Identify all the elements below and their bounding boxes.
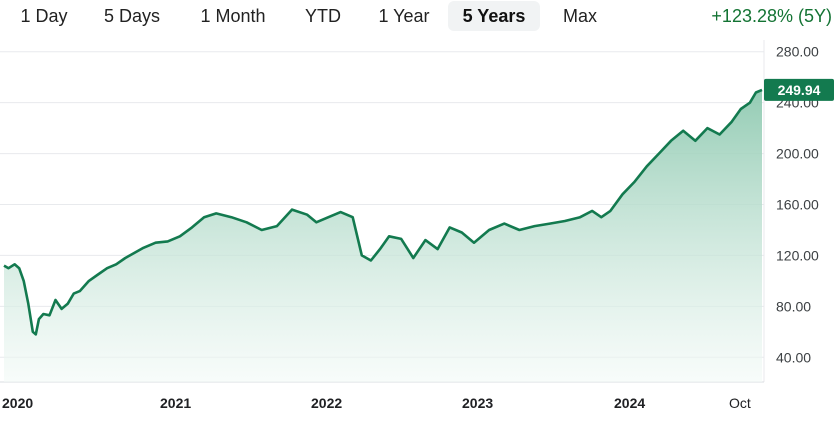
x-tick-label: 2024	[614, 395, 645, 411]
area-fill-path	[4, 89, 762, 383]
price-chart[interactable]: 40.0080.00120.00160.00200.00240.00280.00…	[0, 32, 838, 426]
y-tick-label: 280.00	[776, 44, 819, 60]
percent-change: +123.28% (5Y)	[711, 6, 832, 26]
range-tabbar: 1 Day 5 Days 1 Month YTD 1 Year 5 Years …	[0, 0, 838, 32]
y-tick-label: 80.00	[776, 298, 811, 314]
x-tick-label: 2023	[462, 395, 493, 411]
tab-max[interactable]: Max	[562, 6, 597, 26]
area-fill	[4, 89, 762, 383]
price-line[interactable]	[3, 88, 763, 336]
x-tick-label: 2022	[311, 395, 342, 411]
price-tag-box	[764, 78, 834, 101]
tab-5-days[interactable]: 5 Days	[103, 6, 161, 26]
x-axis-ticks: 2020 2021 2022 2023 2024 Oct	[2, 395, 751, 411]
tab-1-month[interactable]: 1 Month	[200, 6, 266, 26]
tab-1-year[interactable]: 1 Year	[378, 6, 430, 26]
x-tick-label: Oct	[729, 395, 751, 411]
y-tick-label: 160.00	[776, 197, 819, 213]
price-tag-value: 249.94	[778, 82, 821, 98]
x-tick-label: 2020	[2, 395, 33, 411]
y-tick-label: 120.00	[776, 247, 819, 263]
current-price-tag: 249.94	[764, 78, 834, 101]
y-tick-label: 200.00	[776, 146, 819, 162]
x-tick-label: 2021	[160, 395, 191, 411]
price-line-group	[3, 88, 763, 336]
y-tick-label: 40.00	[776, 349, 811, 365]
tab-1-day[interactable]: 1 Day	[20, 6, 68, 26]
tab-5-years[interactable]: 5 Years	[448, 1, 540, 31]
tab-ytd[interactable]: YTD	[305, 6, 341, 26]
